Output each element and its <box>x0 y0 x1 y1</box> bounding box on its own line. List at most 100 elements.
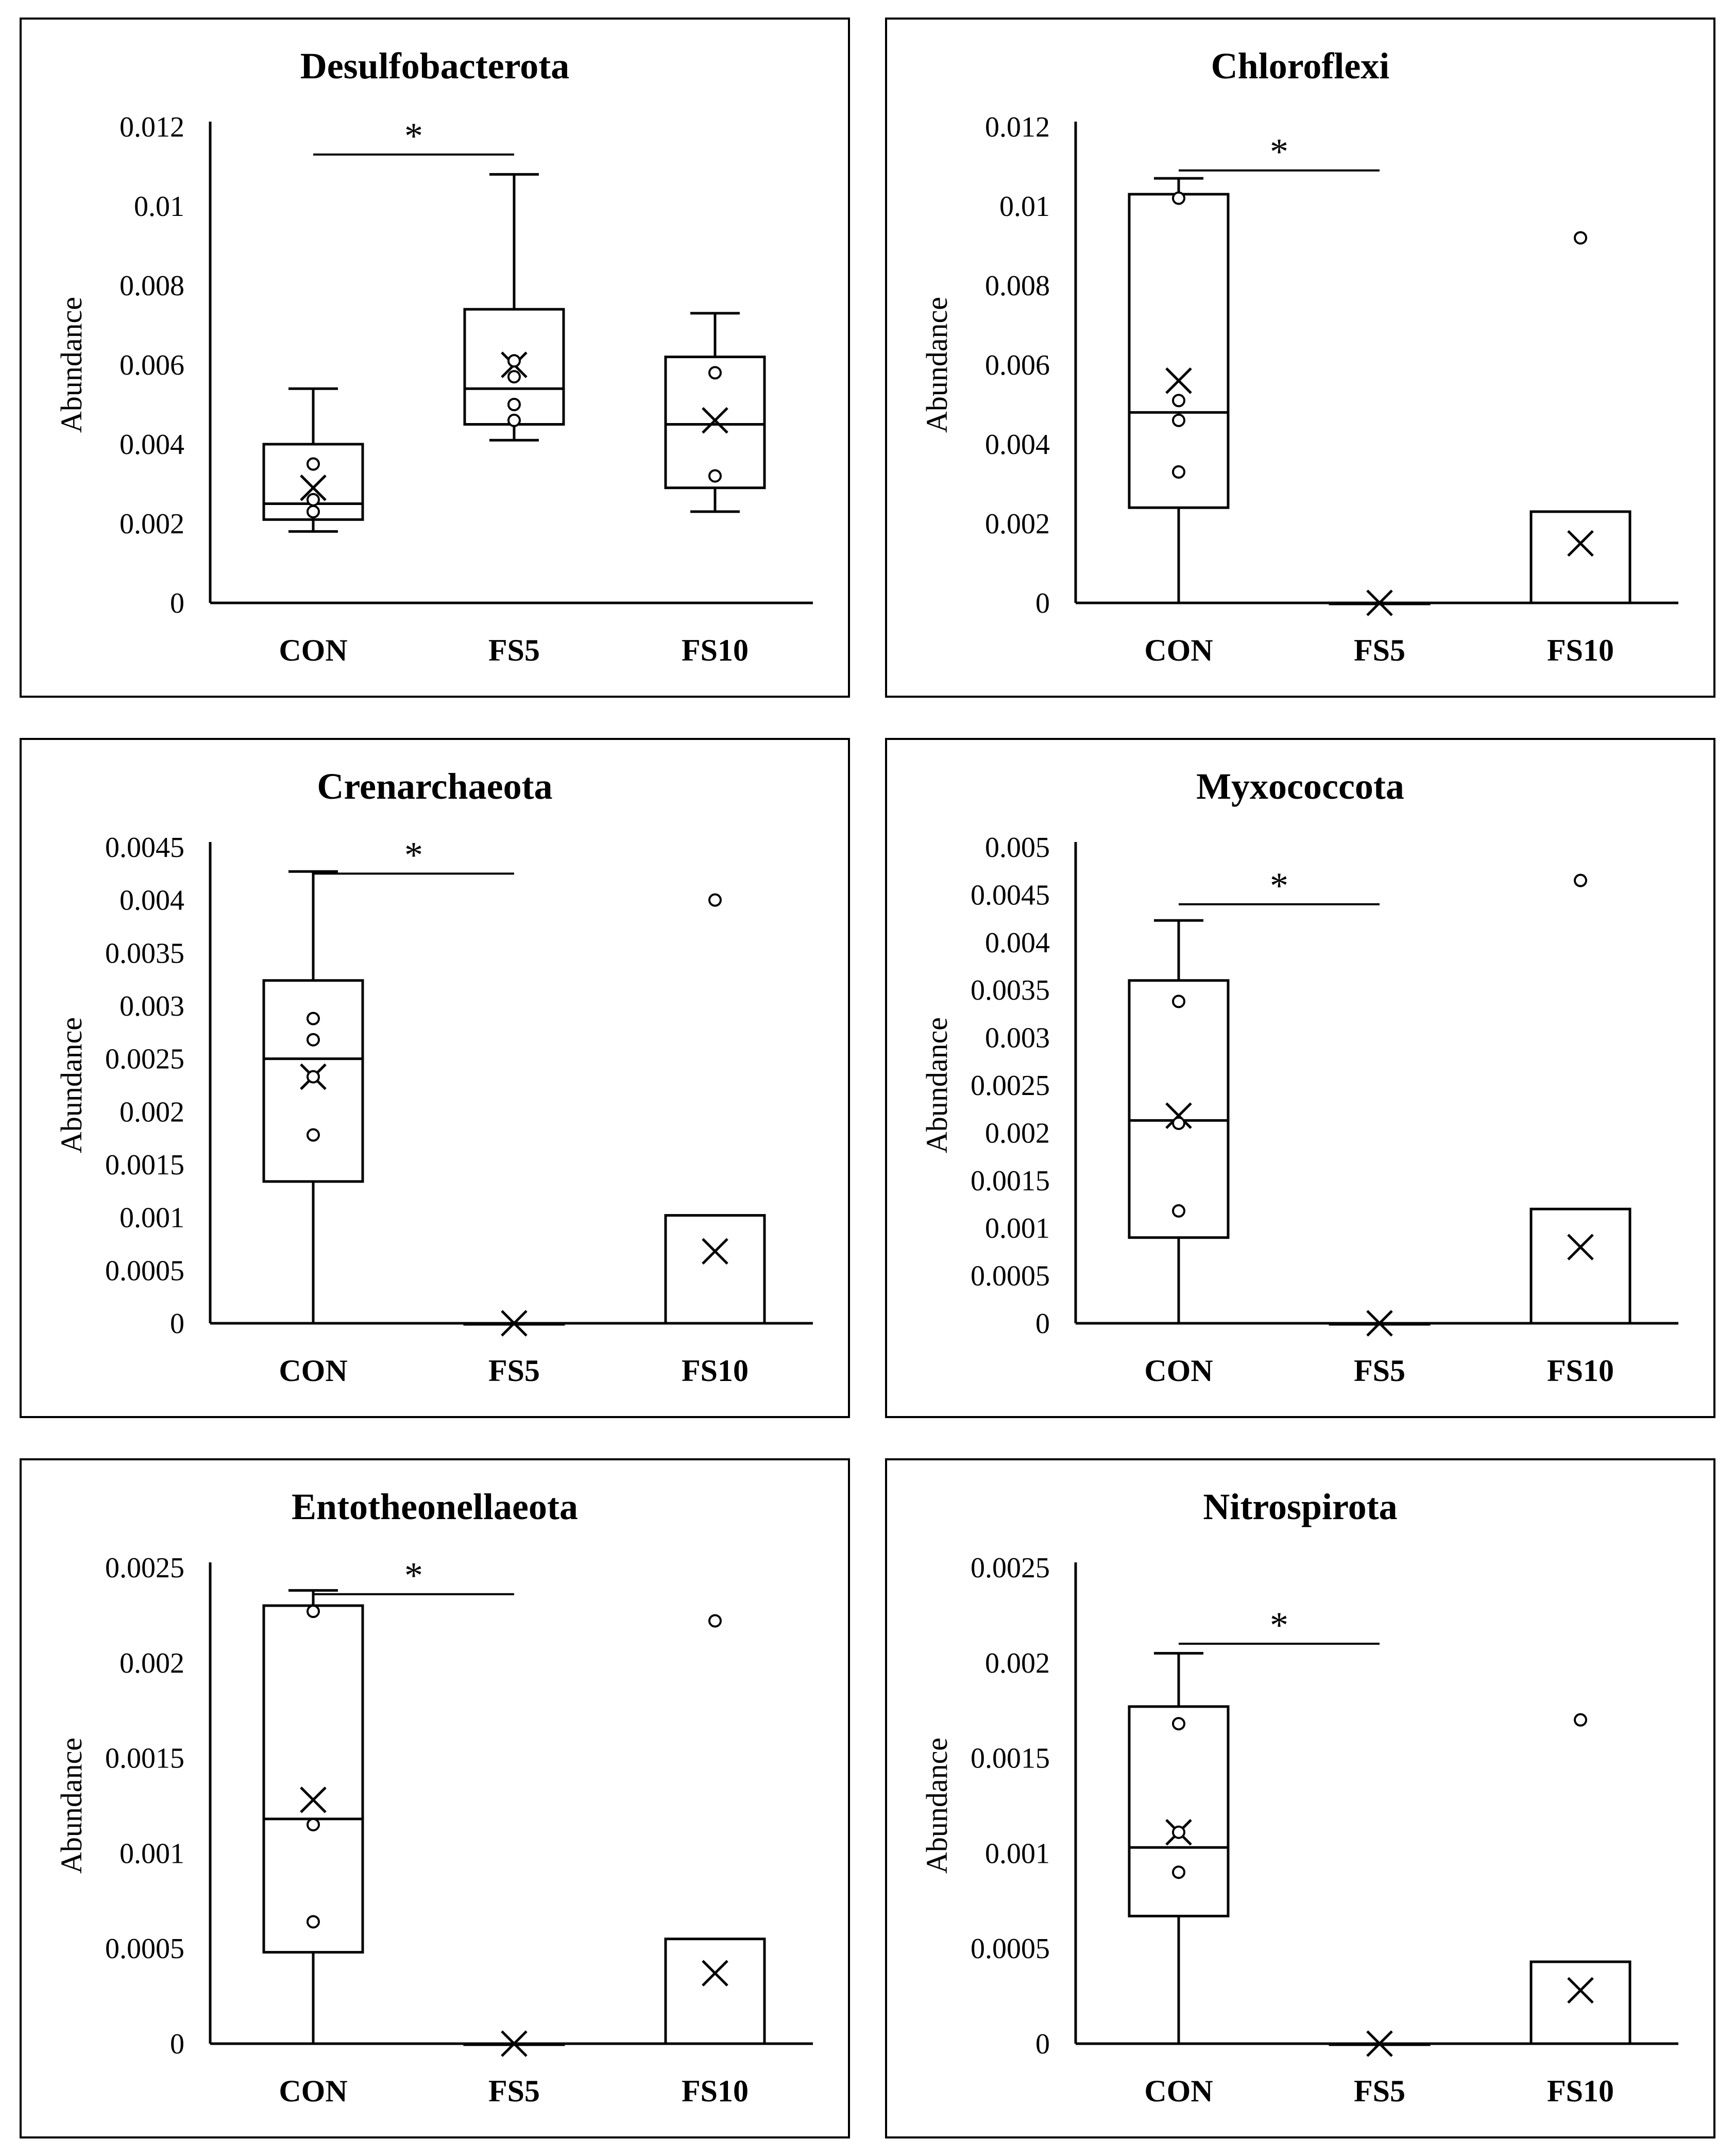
significance-star: * <box>404 115 423 157</box>
data-point <box>307 457 320 471</box>
y-tick-label: 0.002 <box>120 1096 184 1128</box>
mean-marker <box>300 474 327 501</box>
y-tick-label: 0.0005 <box>971 1933 1050 1965</box>
y-tick-label: 0.0025 <box>971 1552 1050 1584</box>
y-tick-label: 0.008 <box>985 270 1050 302</box>
mean-marker-stroke <box>1165 367 1192 394</box>
y-tick-label: 0.0015 <box>105 1743 184 1775</box>
y-tick-label: 0.003 <box>985 1022 1050 1054</box>
y-axis-label: Abundance <box>55 297 88 433</box>
y-tick-label: 0.0025 <box>971 1070 1050 1102</box>
y-tick-label: 0.0025 <box>105 1043 184 1075</box>
y-tick-label: 0.001 <box>120 1202 184 1234</box>
x-tick-label: FS10 <box>682 1354 749 1388</box>
y-tick-label: 0.0045 <box>971 879 1050 911</box>
mean-marker <box>1366 1310 1393 1337</box>
mean-marker <box>1165 1102 1192 1129</box>
chart-title: Entotheonellaeota <box>292 1486 578 1527</box>
y-tick-label: 0 <box>170 1308 184 1340</box>
y-tick-label: 0.0005 <box>105 1255 184 1287</box>
mean-marker-stroke <box>1165 1102 1192 1129</box>
x-tick-label: CON <box>1144 2074 1213 2108</box>
chart-svg: Myxococcota Abundance 0 0.0005 0.001 0.0015 0.… <box>920 766 1678 1388</box>
x-tick-label: FS10 <box>1547 2074 1614 2108</box>
data-point <box>1574 231 1587 245</box>
y-tick-label: 0.012 <box>120 111 184 143</box>
y-axis-label: Abundance <box>920 1738 954 1874</box>
y-tick-label: 0.006 <box>985 349 1050 381</box>
x-tick-label: FS5 <box>488 2074 540 2108</box>
chart-title: Myxococcota <box>1196 766 1404 807</box>
mean-marker <box>702 1238 728 1265</box>
mean-marker-stroke <box>1366 589 1393 616</box>
data-point <box>307 1817 320 1831</box>
x-tick-label: FS5 <box>1354 633 1405 667</box>
chart-svg: Nitrospirota Abundance 0 0.0005 0.001 0.0015 0… <box>920 1486 1678 2108</box>
data-point <box>307 1033 320 1047</box>
y-tick-label: 0.01 <box>999 191 1050 223</box>
mean-marker-stroke <box>702 1238 728 1265</box>
box-iqr <box>664 1214 766 1325</box>
data-point <box>708 1614 722 1628</box>
y-tick-label: 0 <box>1035 587 1050 619</box>
y-tick-label: 0.004 <box>985 429 1050 461</box>
chart-svg: Chloroflexi Abundance 0 0.002 0.004 0.006 0.00… <box>920 45 1678 667</box>
data-point <box>307 1012 320 1025</box>
data-point <box>507 398 521 411</box>
y-tick-label: 0.0035 <box>971 974 1050 1006</box>
y-tick-label: 0.004 <box>985 927 1050 959</box>
chart-panel-entotheonellaeota: Entotheonellaeota Abundance 0 0.0005 0.001 0.… <box>20 1458 850 2138</box>
data-point <box>1172 394 1185 408</box>
data-point <box>1172 1717 1185 1731</box>
data-point <box>1172 1204 1185 1218</box>
mean-marker <box>501 1310 528 1337</box>
mean-marker-stroke <box>1567 1977 1594 2004</box>
y-tick-label: 0.0005 <box>105 1933 184 1965</box>
mean-marker-stroke <box>702 1960 728 1987</box>
data-point <box>507 413 521 427</box>
y-tick-label: 0.008 <box>120 270 184 302</box>
chart-panel-nitrospirota: Nitrospirota Abundance 0 0.0005 0.001 0.0015 0… <box>885 1458 1715 2138</box>
x-tick-label: FS5 <box>488 1354 540 1388</box>
y-tick-label: 0.0015 <box>971 1743 1050 1775</box>
data-point <box>307 504 320 518</box>
data-point <box>708 893 722 907</box>
mean-marker-stroke <box>1366 2030 1393 2057</box>
x-tick-label: FS5 <box>1354 1354 1405 1388</box>
y-tick-label: 0.001 <box>985 1212 1050 1244</box>
box-iqr <box>1529 510 1631 604</box>
data-point <box>1172 1865 1185 1879</box>
significance-star: * <box>1270 865 1288 906</box>
x-tick-label: CON <box>279 2074 347 2108</box>
y-tick-label: 0.003 <box>120 990 184 1022</box>
chart-panel-desulfobacterota: Desulfobacterota Abundance 0 0.002 0.004 0.00… <box>20 18 850 698</box>
chart-svg: Entotheonellaeota Abundance 0 0.0005 0.001 0.… <box>55 1486 813 2108</box>
x-tick-label: FS10 <box>682 633 749 667</box>
y-tick-label: 0.006 <box>120 349 184 381</box>
chart-title: Nitrospirota <box>1203 1486 1397 1527</box>
data-point <box>307 1605 320 1619</box>
y-tick-label: 0.002 <box>120 1647 184 1679</box>
box-iqr <box>1529 1207 1631 1325</box>
data-point <box>1172 1825 1185 1839</box>
chart-title: Desulfobacterota <box>300 45 570 87</box>
y-tick-label: 0.005 <box>985 832 1050 864</box>
y-tick-label: 0.002 <box>985 1117 1050 1149</box>
y-tick-label: 0.004 <box>120 429 184 461</box>
y-tick-label: 0.001 <box>985 1838 1050 1869</box>
chart-panel-myxococcota: Myxococcota Abundance 0 0.0005 0.001 0.0015 0.… <box>885 738 1715 1418</box>
y-tick-label: 0 <box>170 2028 184 2060</box>
chart-svg: Desulfobacterota Abundance 0 0.002 0.004 0.00… <box>55 45 813 667</box>
mean-marker-stroke <box>300 1787 327 1813</box>
significance-star: * <box>404 834 423 875</box>
y-tick-label: 0.002 <box>985 508 1050 540</box>
y-tick-label: 0 <box>1035 1308 1050 1340</box>
y-tick-label: 0 <box>170 587 184 619</box>
mean-marker <box>1567 1977 1594 2004</box>
mean-marker-stroke <box>1567 1234 1594 1260</box>
y-tick-label: 0.004 <box>120 885 184 917</box>
mean-marker <box>702 407 728 434</box>
significance-star: * <box>404 1555 423 1596</box>
chart-panel-chloroflexi: Chloroflexi Abundance 0 0.002 0.004 0.006 0.00… <box>885 18 1715 698</box>
data-point <box>708 469 722 483</box>
